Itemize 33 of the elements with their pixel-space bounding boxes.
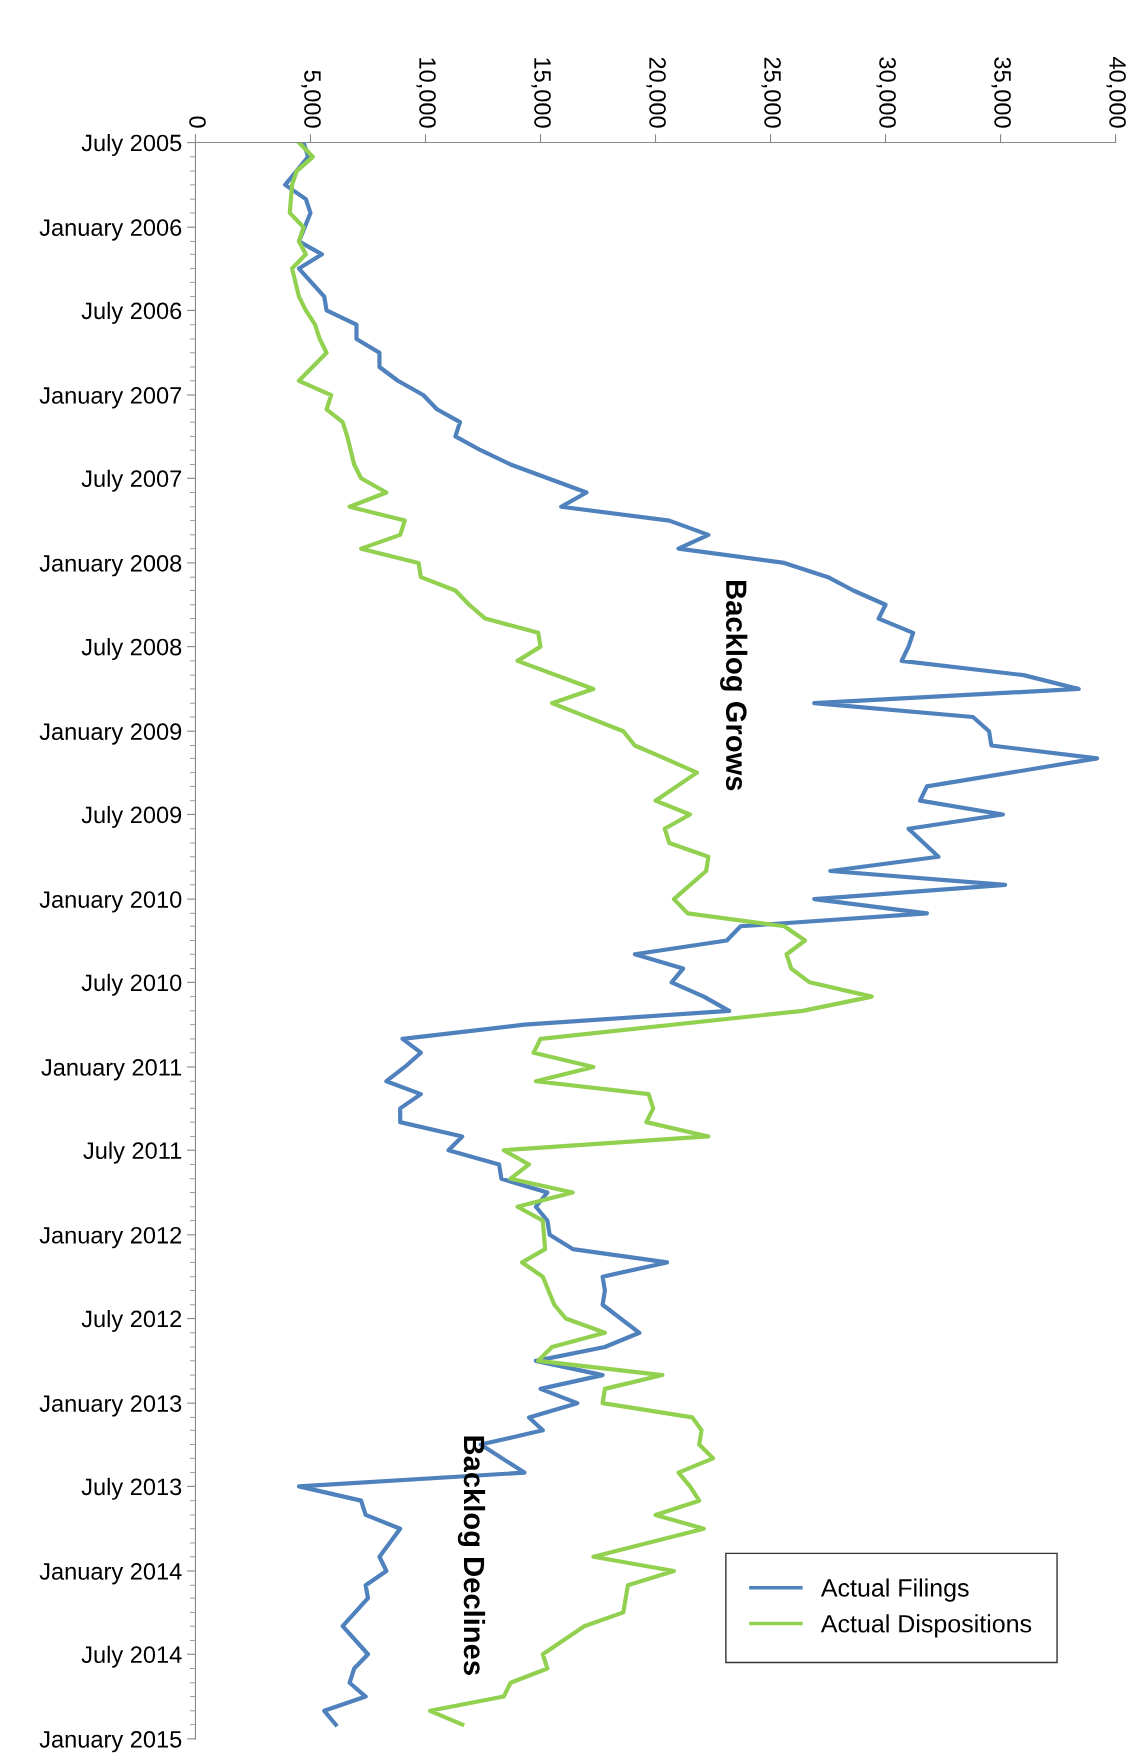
y-tick-label: July 2013	[81, 1477, 182, 1500]
y-tick-label: January 2013	[39, 1395, 182, 1417]
y-tick-label: July 2005	[81, 134, 182, 157]
legend-label: Actual Dispositions	[820, 1614, 1032, 1638]
y-tick-label: January 2014	[39, 1563, 182, 1585]
x-tick-label: 0	[189, 116, 206, 128]
y-tick-label: January 2007	[39, 387, 182, 409]
x-tick-label: 15,000	[531, 58, 551, 128]
x-tick-label: 35,000	[991, 57, 1011, 128]
y-tick-label: January 2008	[39, 554, 182, 577]
y-tick-label: July 2007	[81, 469, 182, 492]
y-tick-label: January 2011	[41, 1059, 182, 1081]
y-tick-label: July 2014	[81, 1645, 182, 1668]
annotation: Backlog Grows	[720, 581, 748, 791]
legend-label: Actual Filings	[820, 1578, 969, 1602]
x-tick-label: 40,000	[1106, 57, 1126, 128]
x-tick-label: 5,000	[301, 70, 321, 128]
y-tick-label: July 2009	[81, 805, 182, 828]
y-tick-label: January 2010	[39, 891, 182, 913]
x-tick-label: 30,000	[876, 57, 896, 128]
y-tick-label: January 2006	[39, 219, 182, 241]
annotation: Backlog Declines	[457, 1436, 486, 1675]
y-tick-label: January 2012	[39, 1226, 182, 1249]
y-tick-label: January 2015	[39, 1730, 182, 1753]
y-tick-label: January 2009	[39, 723, 182, 745]
y-tick-label: July 2011	[83, 1141, 182, 1164]
x-tick-label: 20,000	[646, 57, 666, 128]
y-tick-label: July 2008	[81, 638, 182, 661]
x-tick-label: 10,000	[416, 58, 436, 128]
y-tick-label: July 2012	[81, 1309, 182, 1332]
x-tick-label: 25,000	[761, 57, 781, 128]
y-tick-label: July 2006	[81, 301, 182, 324]
y-tick-label: July 2010	[81, 973, 182, 996]
